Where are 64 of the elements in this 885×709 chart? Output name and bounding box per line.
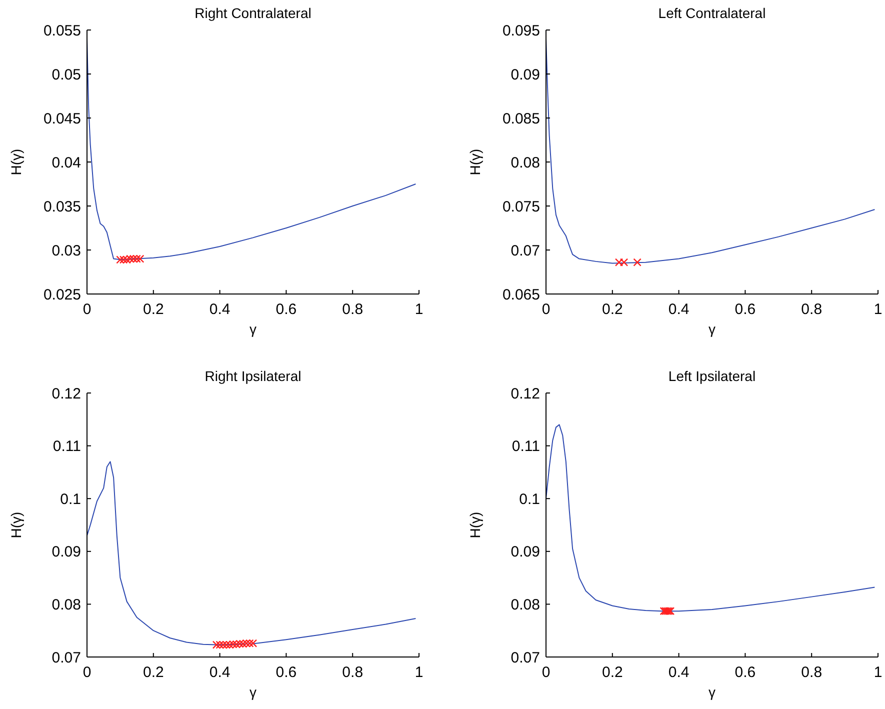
x-axis-title: γ xyxy=(250,684,256,700)
x-tick-label: 0 xyxy=(82,301,92,318)
x-tick-label: 0 xyxy=(542,664,550,681)
x-tick-label: 0 xyxy=(542,301,550,318)
y-tick-label: 0.085 xyxy=(502,110,540,128)
chart-title: Right Ipsilateral xyxy=(204,368,302,384)
x-tick-label: 0.2 xyxy=(142,664,164,681)
x-tick-label: 0 xyxy=(82,664,92,681)
x-tick-label: 1 xyxy=(414,301,424,318)
y-axis-title: H(γ) xyxy=(467,148,483,176)
x-axis-title: γ xyxy=(708,684,716,700)
y-tick-label: 0.05 xyxy=(52,66,81,84)
chart-title: Left Ipsilateral xyxy=(668,368,756,384)
y-axis-title: H(γ) xyxy=(467,512,483,538)
y-tick-label: 0.12 xyxy=(510,385,540,402)
x-tick-label: 0.4 xyxy=(209,301,230,318)
y-tick-label: 0.08 xyxy=(510,154,540,172)
y-tick-label: 0.08 xyxy=(52,596,81,614)
y-tick-label: 0.045 xyxy=(43,110,81,128)
y-tick-label: 0.1 xyxy=(60,490,81,508)
line-series xyxy=(546,424,876,612)
y-tick-label: 0.03 xyxy=(52,242,81,260)
x-tick-label: 0.4 xyxy=(668,301,690,318)
y-tick-label: 0.07 xyxy=(52,649,81,666)
x-tick-label: 1 xyxy=(414,664,424,681)
x-tick-label: 0.4 xyxy=(209,664,230,681)
y-tick-label: 0.08 xyxy=(510,596,540,614)
x-axis-title: γ xyxy=(708,321,716,337)
y-axis-title: H(γ) xyxy=(8,512,24,538)
y-tick-label: 0.095 xyxy=(502,22,540,40)
x-tick-label: 0.4 xyxy=(668,664,690,681)
x-tick-label: 0.6 xyxy=(276,301,297,318)
y-tick-label: 0.11 xyxy=(52,438,81,456)
y-tick-label: 0.04 xyxy=(52,154,81,172)
x-tick-label: 0.2 xyxy=(602,664,623,681)
chart-title: Right Contralateral xyxy=(194,5,312,21)
y-tick-label: 0.1 xyxy=(519,490,540,508)
x-tick-label: 0.2 xyxy=(602,301,623,318)
y-tick-label: 0.075 xyxy=(502,198,540,216)
x-tick-label: 0.8 xyxy=(342,301,364,318)
y-tick-label: 0.07 xyxy=(510,649,540,666)
x-tick-label: 0.8 xyxy=(801,664,822,681)
y-tick-label: 0.055 xyxy=(43,22,81,40)
x-axis-title: γ xyxy=(250,321,256,337)
y-tick-label: 0.12 xyxy=(52,385,81,402)
chart-title: Left Contralateral xyxy=(658,5,766,21)
y-tick-label: 0.09 xyxy=(510,66,540,84)
x-tick-label: 0.8 xyxy=(342,664,364,681)
x-tick-label: 0.6 xyxy=(276,664,297,681)
x-tick-label: 0.8 xyxy=(801,301,822,318)
y-axis-title: H(γ) xyxy=(8,148,24,176)
line-series xyxy=(86,461,416,646)
x-tick-label: 1 xyxy=(874,664,882,681)
x-tick-label: 0.2 xyxy=(142,301,164,318)
y-tick-label: 0.065 xyxy=(502,286,540,304)
x-tick-label: 0.6 xyxy=(734,301,756,318)
y-tick-label: 0.09 xyxy=(52,544,81,561)
y-tick-label: 0.025 xyxy=(43,286,81,304)
y-tick-label: 0.11 xyxy=(512,438,540,456)
y-tick-label: 0.035 xyxy=(43,198,81,216)
x-tick-label: 1 xyxy=(874,301,882,318)
x-tick-label: 0.6 xyxy=(734,664,756,681)
y-tick-label: 0.07 xyxy=(510,242,540,260)
y-tick-label: 0.09 xyxy=(510,544,540,561)
